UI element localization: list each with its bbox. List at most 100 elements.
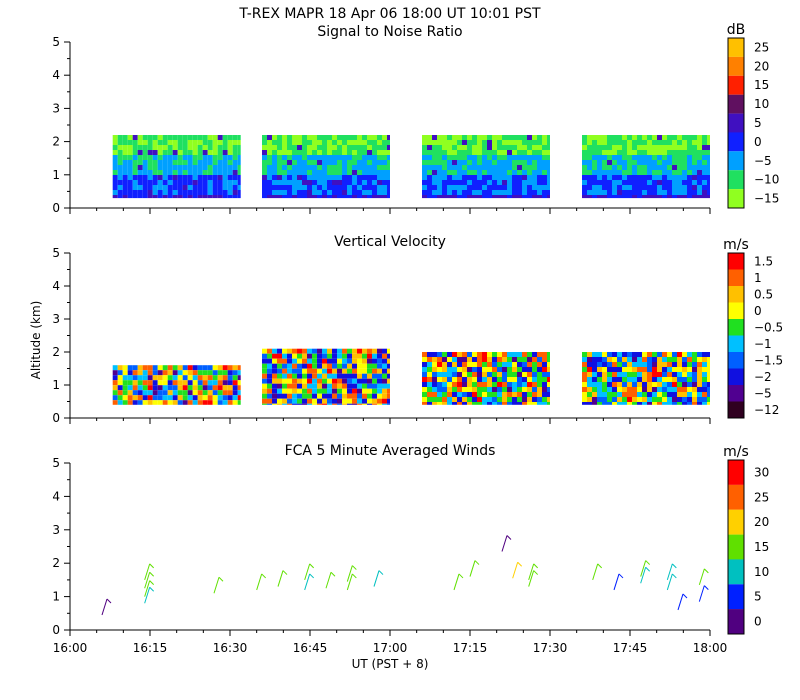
- colorbar-cell: [728, 509, 744, 535]
- colorbar-label: −1: [754, 337, 772, 351]
- colorbar-cell: [728, 352, 744, 369]
- y-tick-label: 2: [52, 345, 60, 359]
- colorbar-cell: [728, 385, 744, 402]
- colorbar-label: −2: [754, 370, 772, 384]
- y-tick-label: 5: [52, 35, 60, 49]
- y-tick-label: 3: [52, 101, 60, 115]
- colorbar-label: 0: [754, 304, 762, 318]
- wind-barb: [325, 571, 336, 589]
- colorbar-label: −1.5: [754, 353, 783, 367]
- x-tick-label: 18:00: [693, 641, 728, 655]
- data-segment: [582, 352, 710, 405]
- colorbar-cell: [728, 38, 744, 57]
- colorbar-cell: [728, 113, 744, 133]
- colorbar-cell: [728, 132, 744, 152]
- colorbar-label: 10: [754, 97, 769, 111]
- wind-barb: [346, 573, 357, 591]
- colorbar-label: 1: [754, 271, 762, 285]
- panel-3: FCA 5 Minute Averaged Winds 0 1 2 3 4 5 16:00 16…: [52, 443, 769, 655]
- wind-barb: [512, 561, 523, 579]
- colorbar-cell: [728, 609, 744, 634]
- colorbar-label: 10: [754, 565, 769, 579]
- x-tick-label: 17:45: [613, 641, 648, 655]
- x-axis-label: UT (PST + 8): [352, 657, 429, 671]
- panel-title: Signal to Noise Ratio: [317, 24, 462, 40]
- y-tick-label: 4: [52, 68, 60, 82]
- colorbar-cell: [728, 559, 744, 585]
- colorbar-frame: [727, 37, 745, 209]
- colorbar-cell: [728, 75, 744, 95]
- panel-1: Signal to Noise Ratio 0 1 2 3 4 5 dB 25 20 15 10 5 0 −…: [52, 22, 779, 215]
- colorbar-cell: [728, 319, 744, 336]
- colorbar-label: 15: [754, 78, 769, 92]
- wind-barb: [666, 573, 677, 591]
- colorbar-label: −12: [754, 403, 779, 417]
- y-tick-label: 2: [52, 135, 60, 149]
- data-segment: [112, 135, 241, 199]
- wind-barb: [640, 560, 651, 577]
- colorbar-cell: [728, 170, 744, 190]
- colorbar-label: 20: [754, 59, 769, 73]
- y-tick-label: 5: [52, 456, 60, 470]
- colorbar-label: 0: [754, 135, 762, 149]
- colorbar-cell: [728, 401, 744, 418]
- y-tick-label: 5: [52, 246, 60, 260]
- data-segment: [262, 348, 390, 405]
- colorbar-cell: [728, 253, 744, 270]
- wind-barb: [613, 573, 624, 591]
- wind-barb: [640, 566, 651, 584]
- x-tick-label: 17:30: [533, 641, 568, 655]
- y-tick-label: 4: [52, 489, 60, 503]
- wind-barb: [256, 573, 267, 591]
- colorbar-units: m/s: [723, 237, 749, 253]
- colorbar-cell: [728, 302, 744, 319]
- data-segment: [422, 352, 550, 405]
- y-axis-label: Altitude (km): [29, 301, 43, 380]
- colorbar-label: 20: [754, 515, 769, 529]
- panel-title: Vertical Velocity: [334, 234, 446, 250]
- colorbar-cell: [728, 151, 744, 171]
- wind-barb: [304, 563, 315, 581]
- colorbar-cell: [728, 584, 744, 610]
- figure-title: T-REX MAPR 18 Apr 06 18:00 UT 10:01 PST: [238, 6, 541, 22]
- wind-barb: [373, 570, 384, 587]
- colorbar-label: −10: [754, 173, 779, 187]
- y-tick-label: 0: [52, 201, 60, 215]
- y-tick-label: 1: [52, 168, 60, 182]
- wind-barb: [453, 573, 464, 591]
- colorbar-cell: [728, 484, 744, 510]
- wind-barb: [144, 563, 155, 581]
- colorbar-label: −0.5: [754, 320, 783, 334]
- wind-barb: [304, 573, 315, 591]
- wind-barb: [698, 568, 709, 586]
- y-tick-label: 0: [52, 623, 60, 637]
- x-tick-label: 17:15: [453, 641, 488, 655]
- wind-barb: [698, 585, 709, 602]
- panel-2: Vertical Velocity 0 1 2 3 4 5 m/s 1.5 1 0.5 0 −0.5 −1…: [52, 234, 783, 425]
- y-tick-label: 1: [52, 590, 60, 604]
- wind-barb: [346, 565, 357, 582]
- colorbar-cell: [728, 189, 744, 208]
- wind-barb: [277, 570, 288, 587]
- colorbar-label: 25: [754, 490, 769, 504]
- wind-barb: [528, 570, 539, 587]
- colorbar: m/s 1.5 1 0.5 0 −0.5 −1 −1.5 −2 −5 −12: [723, 237, 783, 419]
- wind-barb: [677, 593, 688, 611]
- wind-barb: [213, 576, 224, 594]
- y-tick-label: 2: [52, 556, 60, 570]
- y-tick-label: 4: [52, 279, 60, 293]
- wind-barb: [144, 586, 155, 604]
- x-tick-label: 16:45: [293, 641, 328, 655]
- wind-barb: [592, 563, 603, 581]
- colorbar-units: m/s: [723, 444, 749, 460]
- colorbar-frame: [727, 252, 745, 419]
- data-segment: [112, 365, 241, 405]
- data-segment: [422, 135, 550, 199]
- y-tick-label: 3: [52, 523, 60, 537]
- wind-barb: [101, 598, 112, 616]
- data-segment: [262, 135, 390, 199]
- colorbar-cell: [728, 368, 744, 385]
- colorbar-cell: [728, 286, 744, 303]
- colorbar-cell: [728, 460, 744, 485]
